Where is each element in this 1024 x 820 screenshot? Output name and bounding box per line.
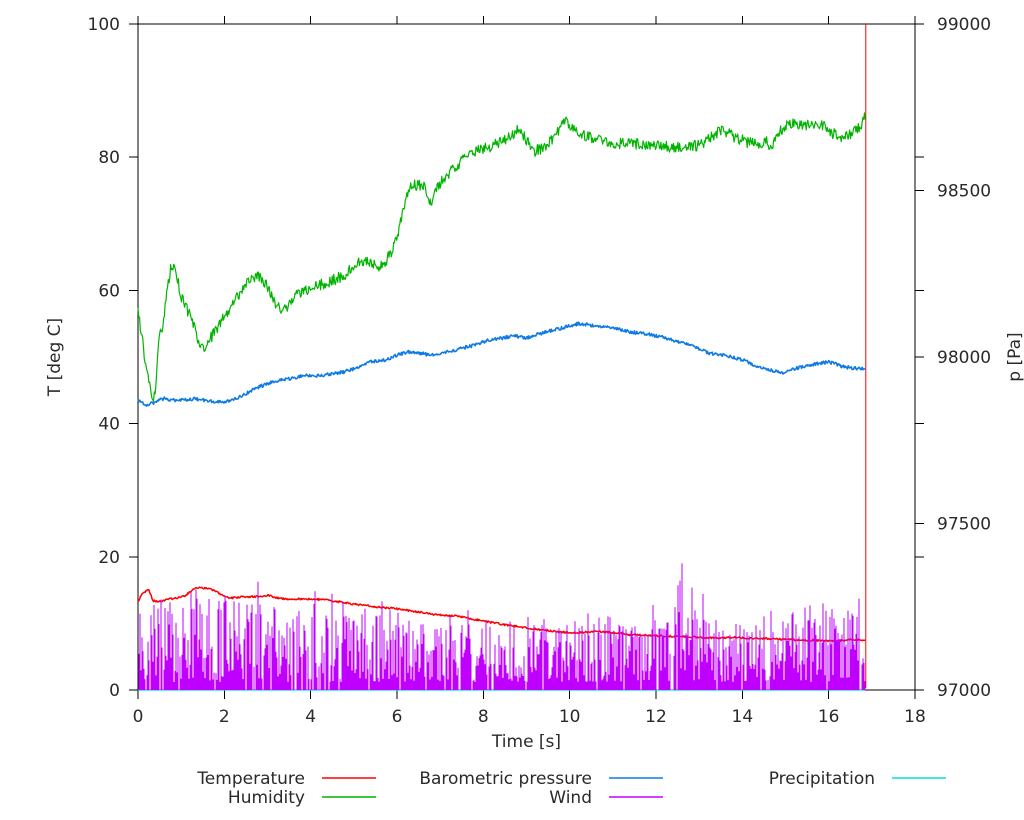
y-tick-label: 0 bbox=[109, 681, 120, 701]
x-tick-label: 12 bbox=[645, 707, 667, 727]
legend-label-precipitation: Precipitation bbox=[769, 769, 875, 789]
y-tick-label: 60 bbox=[98, 281, 120, 301]
chart-canvas: 0 2 4 6 8 10 12 14 16 18 0 20 40 60 80 100 97000 97500 980… bbox=[45, 15, 1024, 808]
y2-tick-label: 99000 bbox=[937, 16, 991, 35]
y2-tick-label: 97000 bbox=[937, 681, 991, 701]
y-tick-label: 80 bbox=[98, 148, 120, 168]
series-wind-line bbox=[138, 563, 866, 690]
x-tick-label: 18 bbox=[904, 707, 926, 727]
legend-label-humidity: Humidity bbox=[228, 788, 305, 808]
y-axis-title: T [deg C] bbox=[45, 318, 65, 397]
y-tick-label: 40 bbox=[98, 415, 120, 435]
x-tick-label: 2 bbox=[219, 707, 230, 727]
x-tick-label: 16 bbox=[818, 707, 840, 727]
legend-label-wind: Wind bbox=[549, 788, 592, 808]
y-tick-label: 20 bbox=[98, 548, 120, 568]
x-tick-label: 0 bbox=[133, 707, 144, 727]
series-barometric-pressure-line bbox=[137, 321, 866, 407]
legend-label-temperature: Temperature bbox=[196, 769, 305, 789]
x-tick-label: 6 bbox=[392, 707, 403, 727]
x-tick-label: 8 bbox=[478, 707, 489, 727]
y2-tick-label: 98000 bbox=[937, 348, 991, 368]
weather-chart-figure: 0 2 4 6 8 10 12 14 16 18 0 20 40 60 80 100 97000 97500 980… bbox=[40, 15, 1024, 816]
y2-axis-title: p [Pa] bbox=[1005, 332, 1024, 381]
x-tick-label: 10 bbox=[559, 707, 581, 727]
x-axis-title: Time [s] bbox=[491, 732, 561, 752]
plot-border bbox=[137, 23, 916, 691]
y2-tick-label: 98500 bbox=[937, 182, 991, 202]
legend-label-barometric-pressure: Barometric pressure bbox=[419, 769, 592, 789]
series-humidity-line bbox=[137, 112, 866, 402]
y-tick-label: 100 bbox=[88, 16, 120, 35]
x-tick-label: 14 bbox=[732, 707, 754, 727]
y2-tick-label: 97500 bbox=[937, 515, 991, 535]
x-tick-label: 4 bbox=[305, 707, 316, 727]
